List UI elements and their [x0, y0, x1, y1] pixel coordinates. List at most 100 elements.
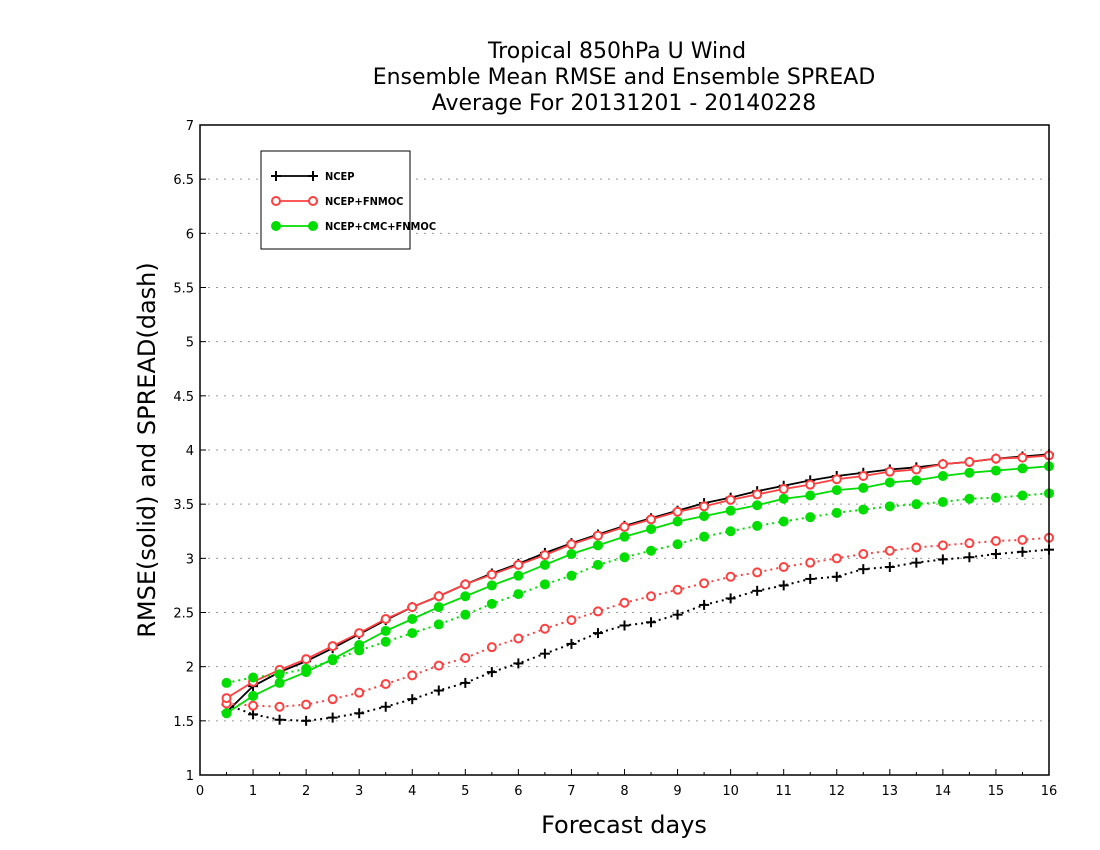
data-point-ncep-cmc-fnmoc-rmse [884, 477, 895, 488]
legend-label: NCEP+CMC+FNMOC [325, 220, 436, 233]
x-tick-label: 2 [302, 784, 310, 799]
data-point-ncep-fnmoc-spread [354, 687, 365, 698]
data-point-ncep-spread [990, 549, 1001, 559]
data-point-ncep-cmc-fnmoc-spread [513, 589, 524, 600]
data-point-ncep-spread [1017, 546, 1028, 557]
data-point-ncep-fnmoc-spread [1017, 534, 1028, 545]
data-point-ncep-spread [752, 585, 763, 596]
x-tick-label: 6 [514, 784, 522, 799]
y-tick-label: 2.5 [173, 607, 194, 622]
data-point-ncep-fnmoc-spread [380, 679, 391, 689]
data-point-ncep-cmc-fnmoc-spread [248, 672, 259, 683]
series-ncep-cmc-fnmoc-rmse [221, 461, 1054, 719]
data-point-ncep-cmc-fnmoc-rmse [221, 708, 232, 719]
legend-item-ncep-cmc-fnmoc: NCEP+CMC+FNMOC [271, 220, 436, 233]
data-point-ncep-cmc-fnmoc-rmse [301, 667, 312, 678]
y-axis: 1 1.5 2 2.5 3 3.5 4 4.5 5 5.5 6 6.5 7 [173, 119, 206, 784]
data-point-ncep-fnmoc-rmse [646, 514, 657, 525]
data-point-ncep-cmc-fnmoc-spread [646, 545, 657, 556]
data-point-ncep-spread [460, 677, 471, 688]
legend-box [260, 150, 411, 250]
data-point-ncep-cmc-fnmoc-rmse [964, 467, 975, 478]
data-point-ncep-spread [380, 701, 391, 712]
data-point-ncep-fnmoc-rmse [327, 641, 338, 652]
data-point-ncep-cmc-fnmoc-rmse [937, 471, 948, 481]
data-point-ncep-fnmoc-spread [699, 578, 710, 589]
title-line-2: Ensemble Mean RMSE and Ensemble SPREAD [373, 65, 876, 90]
data-point-ncep-cmc-fnmoc-rmse [460, 591, 471, 602]
data-point-ncep-fnmoc-rmse [592, 530, 603, 541]
data-point-ncep-fnmoc-spread [539, 623, 550, 634]
data-point-ncep-cmc-fnmoc-spread [619, 552, 630, 563]
data-point-ncep-spread [937, 554, 948, 565]
data-point-ncep-fnmoc-rmse [831, 474, 842, 485]
data-point-ncep-spread [884, 562, 895, 572]
data-point-ncep-cmc-fnmoc-rmse [592, 540, 603, 551]
data-point-ncep-cmc-fnmoc-spread [990, 492, 1001, 503]
data-point-ncep-fnmoc-rmse [990, 453, 1001, 464]
data-point-ncep-fnmoc-spread [274, 701, 285, 712]
data-point-ncep-spread [433, 685, 444, 696]
x-tick-label: 10 [722, 784, 739, 799]
title-line-3: Average For 20131201 - 20140228 [432, 91, 817, 116]
data-point-ncep-fnmoc-spread [725, 571, 736, 582]
y-tick-label: 1 [186, 769, 194, 784]
data-point-ncep-cmc-fnmoc-spread [566, 570, 577, 581]
data-point-ncep-cmc-fnmoc-rmse [831, 485, 842, 496]
data-point-ncep-cmc-fnmoc-spread [725, 526, 736, 537]
data-point-ncep-cmc-fnmoc-rmse [274, 677, 285, 688]
data-point-ncep-cmc-fnmoc-rmse [327, 654, 338, 665]
data-point-ncep-spread [778, 580, 789, 591]
data-point-ncep-cmc-fnmoc-rmse [752, 500, 763, 511]
data-point-ncep-cmc-fnmoc-rmse [858, 482, 869, 493]
series-line-ncep-cmc-fnmoc-rmse [226, 465, 1050, 715]
data-point-ncep-spread [672, 609, 683, 620]
data-point-ncep-fnmoc-spread [407, 670, 418, 681]
x-tick-label: 9 [673, 784, 681, 799]
data-point-ncep-cmc-fnmoc-spread [1017, 490, 1028, 501]
data-point-ncep-fnmoc-rmse [725, 494, 736, 505]
data-point-ncep-cmc-fnmoc-spread [274, 669, 285, 680]
data-point-ncep-spread [248, 709, 259, 720]
x-tick-label: 1 [249, 784, 257, 799]
data-point-ncep-fnmoc-spread [619, 597, 630, 608]
legend-marker [271, 196, 281, 206]
data-point-ncep-fnmoc-rmse [486, 569, 497, 580]
data-point-ncep-fnmoc-spread [672, 584, 683, 595]
x-axis: 0 1 2 3 4 5 6 7 8 9 10 11 12 13 14 15 16 [196, 769, 1057, 799]
x-tick-label: 16 [1041, 784, 1058, 799]
x-tick-label: 8 [620, 784, 628, 799]
data-point-ncep-fnmoc-rmse [221, 693, 232, 704]
data-point-ncep-fnmoc-rmse [407, 602, 418, 613]
series-ncep-spread [221, 544, 1054, 726]
data-point-ncep-fnmoc-spread [752, 567, 763, 578]
y-tick-label: 1.5 [173, 715, 194, 730]
legend-label: NCEP+FNMOC [325, 195, 403, 208]
data-point-ncep-cmc-fnmoc-rmse [646, 524, 657, 535]
data-point-ncep-cmc-fnmoc-spread [937, 497, 948, 507]
data-point-ncep-fnmoc-rmse [539, 550, 550, 561]
data-point-ncep-cmc-fnmoc-spread [778, 516, 789, 527]
data-point-ncep-fnmoc-rmse [380, 614, 391, 624]
x-tick-label: 7 [567, 784, 575, 799]
data-point-ncep-cmc-fnmoc-spread [592, 559, 603, 570]
data-point-ncep-cmc-fnmoc-rmse [486, 580, 497, 591]
data-point-ncep-fnmoc-rmse [619, 521, 630, 532]
data-point-ncep-spread [539, 648, 550, 659]
data-point-ncep-cmc-fnmoc-rmse [354, 640, 365, 650]
data-point-ncep-fnmoc-rmse [937, 459, 948, 470]
data-point-ncep-fnmoc-rmse [460, 579, 471, 590]
series-line-ncep-cmc-fnmoc-spread [226, 492, 1050, 684]
data-point-ncep-spread [354, 708, 365, 719]
data-point-ncep-fnmoc-spread [327, 694, 338, 705]
data-point-ncep-cmc-fnmoc-rmse [433, 602, 444, 613]
data-point-ncep-cmc-fnmoc-rmse [990, 465, 1001, 476]
data-point-ncep-fnmoc-rmse [884, 466, 895, 477]
data-point-ncep-fnmoc-rmse [699, 501, 710, 512]
series-line-ncep-fnmoc-spread [226, 536, 1050, 708]
legend-marker [271, 221, 281, 231]
data-point-ncep-fnmoc-spread [858, 549, 869, 559]
x-tick-label: 15 [988, 784, 1005, 799]
data-point-ncep-cmc-fnmoc-rmse [672, 516, 683, 527]
x-tick-label: 13 [882, 784, 899, 799]
